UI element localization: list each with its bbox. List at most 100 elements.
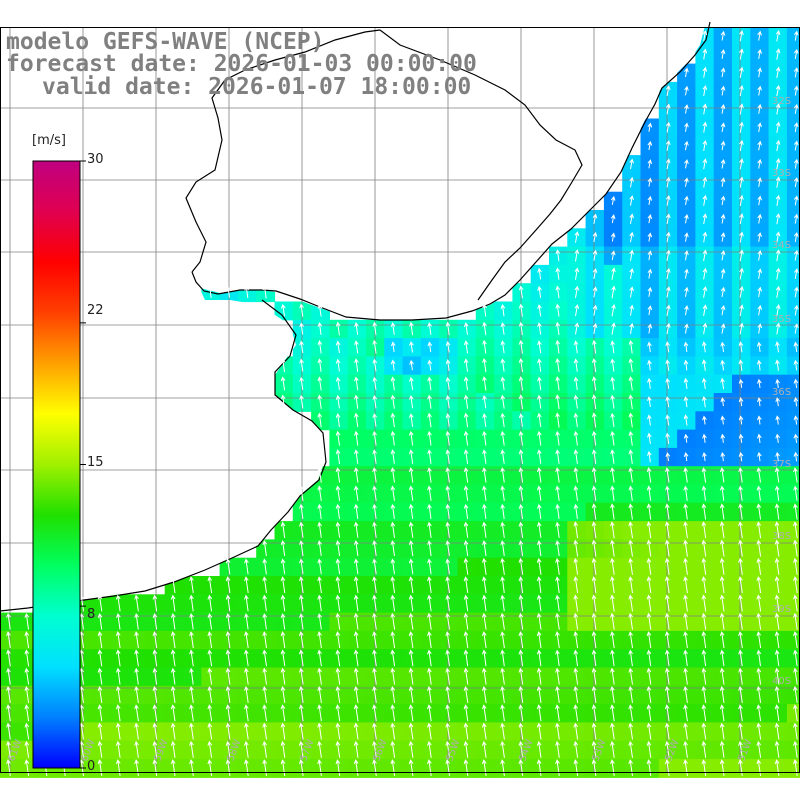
wind-arrow [335,467,341,483]
wind-arrow [592,268,598,280]
wind-arrow [702,158,708,170]
wind-arrow [610,759,615,777]
wind-arrow [683,704,688,722]
wind-arrow [372,467,377,483]
wind-arrow [591,485,597,501]
wind-arrow [629,322,634,335]
wind-arrow [335,376,341,390]
wind-arrow [372,649,377,667]
wind-arrow [738,740,743,758]
wind-arrow [518,376,524,391]
wind-arrow [793,341,799,352]
wind-arrow [664,740,670,758]
wind-arrow [774,557,780,575]
wind-arrow [720,67,726,78]
wind-arrow [591,449,597,464]
wind-arrow [262,759,267,777]
wind-arrow [757,397,762,407]
wind-cell [786,429,800,449]
wind-arrow [207,667,213,685]
wind-arrow [427,558,432,575]
wind-arrow [666,249,671,261]
wind-arrow [738,503,743,520]
wind-arrow [390,759,396,777]
wind-arrow [445,321,451,336]
wind-arrow [97,631,103,649]
wind-arrow [152,649,158,667]
wind-arrow [573,704,579,722]
wind-arrow [646,594,652,612]
wind-arrow [628,539,633,557]
wind-arrow [97,649,103,667]
wind-arrow [372,449,377,464]
wind-arrow [628,430,634,446]
wind-arrow [354,321,359,335]
wind-arrow [262,613,268,630]
wind-arrow [317,740,322,758]
wind-arrow [756,521,762,539]
wind-arrow [646,722,652,740]
wind-arrow [756,503,762,520]
wind-arrow [739,285,744,298]
wind-arrow [757,415,762,425]
wind-arrow [739,30,744,42]
wind-arrow [372,358,378,372]
wind-arrow [628,704,633,722]
wind-arrow [481,612,487,630]
wind-arrow [244,649,249,667]
latitude-label: 38S [772,531,791,542]
wind-arrow [629,249,634,261]
wind-arrow [500,430,506,446]
wind-arrow [354,376,359,391]
wind-arrow [683,740,688,758]
wind-arrow [701,395,707,408]
wind-arrow [317,376,323,391]
wind-arrow [665,377,670,389]
wind-arrow [591,631,597,649]
wind-arrow [427,449,432,464]
wind-arrow [719,485,725,501]
wind-arrow [207,740,213,758]
wind-arrow [646,576,652,594]
wind-arrow [244,285,250,299]
wind-arrow [720,49,726,59]
wind-arrow [683,557,688,575]
wind-arrow [518,594,524,612]
wind-arrow [719,521,725,539]
wind-arrow [757,103,762,114]
wind-arrow [262,685,267,703]
wind-arrow [244,667,249,685]
wind-arrow [702,231,708,243]
wind-arrow [774,722,780,740]
wind-arrow [775,433,780,443]
wind-arrow [518,740,524,758]
wind-arrow [720,341,725,352]
wind-cell [786,63,800,83]
wind-arrow [757,232,762,242]
wind-arrow [152,685,158,703]
wind-arrow [225,685,231,703]
wind-arrow [629,286,634,298]
wind-arrow [244,722,249,740]
wind-arrow [317,521,322,538]
wind-arrow [262,722,267,740]
wind-arrow [262,539,268,557]
wind-arrow [793,103,799,114]
wind-arrow [591,667,597,685]
wind-arrow [463,503,469,520]
wind-arrow [719,503,725,520]
wind-arrow [574,285,580,299]
wind-arrow [757,378,762,388]
wind-arrow [427,704,432,722]
wind-arrow [573,612,579,630]
wind-arrow [280,685,286,703]
wind-arrow [719,667,725,685]
wind-arrow [646,557,652,575]
wind-arrow [353,740,359,758]
wind-arrow [134,759,139,777]
wind-arrow [701,341,707,353]
wind-arrow [757,213,762,224]
wind-arrow [408,467,414,483]
wind-arrow [6,649,11,667]
wind-arrow [720,359,725,371]
